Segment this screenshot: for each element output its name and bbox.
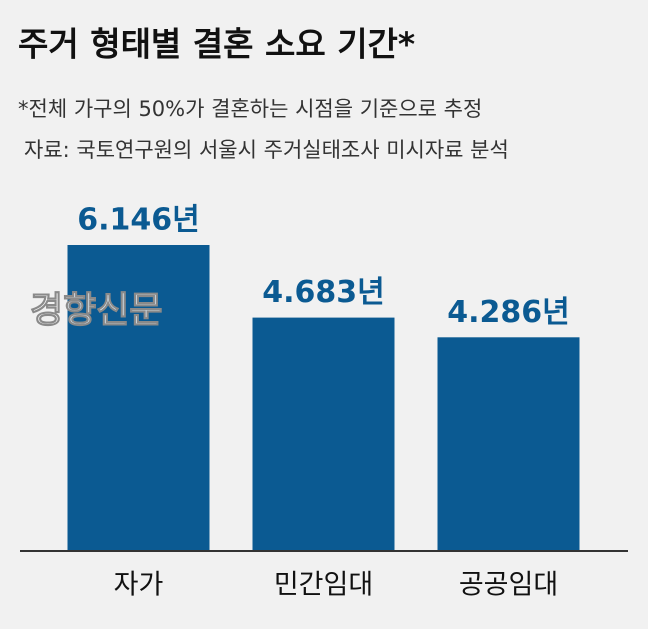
bar: [252, 317, 395, 550]
chart-title: 주거 형태별 결혼 소요 기간*: [18, 25, 415, 64]
value-label: 6.146년: [77, 203, 200, 238]
subtitle: *전체 가구의 50%가 결혼하는 시점을 기준으로 추정: [18, 97, 482, 121]
value-label: 4.683년: [262, 275, 385, 310]
subtitle: 자료: 국토연구원의 서울시 주거실태조사 미시자료 분석: [24, 138, 509, 162]
bar: [67, 245, 210, 550]
watermark: 경향신문: [30, 289, 162, 331]
value-label: 4.286년: [447, 295, 570, 330]
bar: [437, 337, 580, 550]
x-tick-label: 민간임대: [274, 570, 373, 601]
x-tick-label: 공공임대: [459, 570, 558, 601]
x-tick-label: 자가: [114, 570, 164, 601]
